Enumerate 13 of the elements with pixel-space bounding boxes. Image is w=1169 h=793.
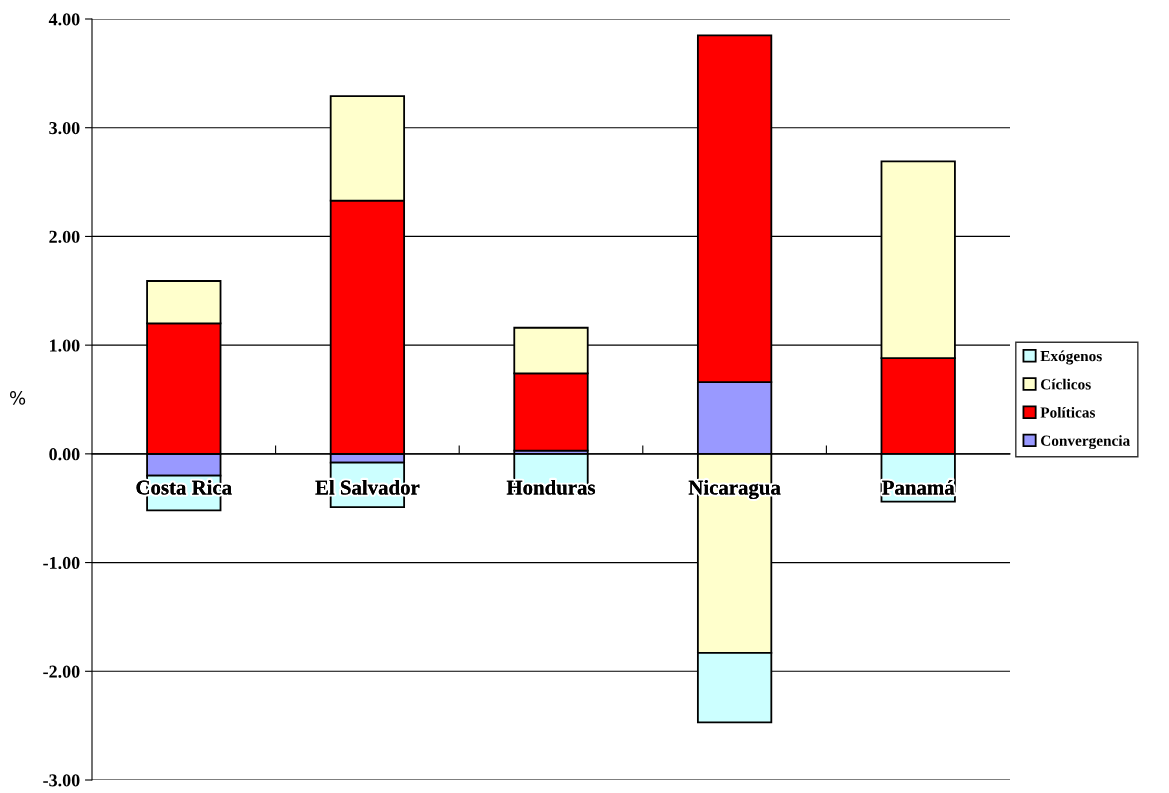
y-axis-title: % (10, 391, 26, 405)
y-tick-label: -1.00 (43, 556, 80, 570)
legend-label: Cíclicos (1041, 378, 1091, 390)
legend-label: Convergencia (1041, 435, 1130, 450)
legend-label: Exógenos (1040, 350, 1102, 365)
y-tick-label: 0.00 (49, 448, 80, 461)
y-tick-label: 3.00 (49, 121, 80, 135)
y-tick-label: -3.00 (43, 774, 80, 787)
y-tick-label: 2.00 (49, 230, 80, 243)
y-tick-label: -2.00 (43, 665, 80, 678)
legend-label: Políticas (1040, 406, 1096, 418)
y-tick-label: 4.00 (48, 13, 80, 26)
y-tick-label: 1.00 (50, 339, 80, 352)
